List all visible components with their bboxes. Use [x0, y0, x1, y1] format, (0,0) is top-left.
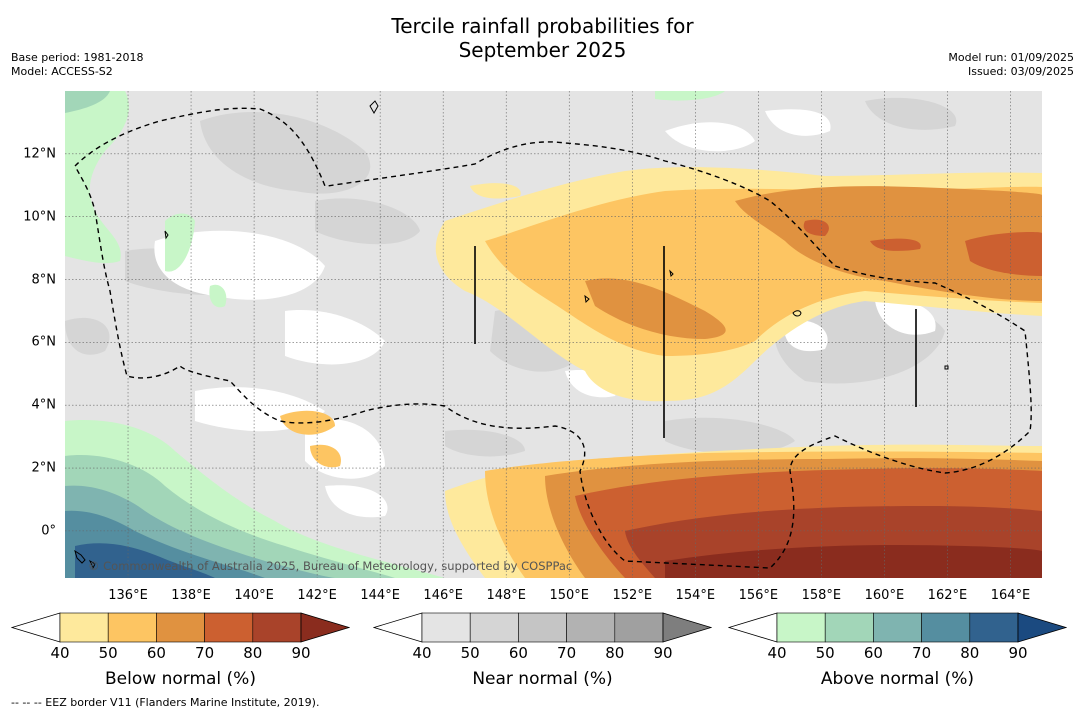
below-normal-small-patch-b: [310, 444, 341, 468]
colorbar-segment: [776, 612, 826, 643]
latitude-label: 8°N: [31, 272, 57, 288]
colorbar-label: Below normal (%): [105, 669, 256, 689]
latitude-label: 2°N: [31, 460, 57, 476]
longitude-label: 150°E: [549, 588, 590, 603]
title-line-1: Tercile rainfall probabilities for: [391, 14, 694, 38]
colorbar-segment: [921, 612, 971, 643]
above-normal-50-patch-a: [165, 213, 195, 272]
colorbar-tick-label: 40: [767, 644, 787, 662]
longitude-label: 158°E: [801, 588, 842, 603]
colorbar-tick-label: 80: [605, 644, 625, 662]
colorbar-segment: [518, 612, 567, 643]
colorbar-tick-label: 70: [912, 644, 932, 662]
below-normal-70-patch-a: [585, 278, 726, 339]
colorbar-tick-label: 70: [557, 644, 577, 662]
colorbar-0: [11, 612, 350, 643]
longitude-label: 144°E: [360, 588, 400, 603]
meta-left: Base period: 1981-2018 Model: ACCESS-S2: [11, 51, 143, 79]
colorbar-segment: [824, 612, 874, 643]
longitude-label: 140°E: [234, 588, 274, 603]
colorbar-over-triangle: [662, 612, 712, 643]
above-normal-60-northwest: [65, 91, 110, 113]
colorbar-tick-label: 70: [195, 644, 215, 662]
latitude-label: 12°N: [23, 146, 56, 162]
graticule: [65, 91, 1042, 578]
colorbar-segment: [469, 612, 519, 643]
map-canvas: [65, 91, 1042, 578]
colorbar-under-triangle: [728, 612, 778, 643]
colorbar-tick-label: 80: [243, 644, 263, 662]
colorbar-segment: [566, 612, 616, 643]
colorbar-tick-label: 90: [653, 644, 673, 662]
colorbar-segment: [59, 612, 109, 643]
above-normal-50-patch-b: [209, 284, 227, 308]
longitude-label: 148°E: [486, 588, 526, 603]
longitude-label: 162°E: [927, 588, 968, 603]
colorbar-segment: [252, 612, 302, 643]
base-period-text: Base period: 1981-2018: [11, 51, 144, 64]
colorbar-tick-label: 50: [815, 644, 835, 662]
above-normal-90-southwest: [75, 543, 215, 578]
longitude-label: 164°E: [990, 588, 1031, 603]
colorbar-tick-label: 50: [460, 644, 480, 662]
latitude-label: 10°N: [23, 209, 56, 225]
colorbar-segment: [614, 612, 664, 643]
colorbar-tick-label: 60: [146, 644, 166, 662]
meta-right: Model run: 01/09/2025 Issued: 03/09/2025: [948, 51, 1074, 79]
issued-text: Issued: 03/09/2025: [967, 65, 1074, 78]
longitude-label: 136°E: [108, 588, 148, 603]
colorbar-segment: [156, 612, 205, 643]
copyright-notice: © Commonwealth of Australia 2025, Bureau…: [88, 559, 573, 573]
no-dominant-tercile-regions: [154, 109, 936, 518]
colorbar-1: [373, 612, 712, 643]
islands: [74, 100, 949, 570]
below-normal-80-patch-d: [803, 219, 829, 236]
colorbar-tick-label: 40: [412, 644, 432, 662]
latitude-label: 0°: [41, 523, 56, 539]
below-normal-small-patch-c: [470, 183, 521, 199]
colorbar-segment: [107, 612, 157, 643]
colorbar-over-triangle: [300, 612, 350, 643]
colorbar-label: Near normal (%): [472, 669, 613, 689]
colorbar-tick-label: 80: [960, 644, 980, 662]
colorbar-tick-label: 60: [508, 644, 528, 662]
model-text: Model: ACCESS-S2: [11, 65, 113, 78]
longitude-label: 160°E: [864, 588, 905, 603]
colorbar-under-triangle: [11, 612, 61, 643]
above-normal-50-northwest: [65, 91, 129, 264]
eez-footnote: -- -- -- EEZ border V11 (Flanders Marine…: [11, 696, 320, 709]
colorbar-label: Above normal (%): [820, 669, 975, 689]
colorbar-tick-label: 60: [863, 644, 883, 662]
colorbar-segment: [969, 612, 1019, 643]
eez-borders: [74, 107, 1032, 569]
colorbar-tick-label: 50: [98, 644, 118, 662]
below-normal-80-patch-b: [965, 231, 1042, 276]
map-title: Tercile rainfall probabilities for Septe…: [0, 14, 1085, 62]
colorbar-segment: [204, 612, 254, 643]
below-normal-80-patch-c: [870, 238, 921, 251]
colorbar-tick-label: 40: [50, 644, 70, 662]
colorbar-tick-label: 90: [1008, 644, 1028, 662]
title-line-2: September 2025: [458, 38, 627, 62]
longitude-label: 152°E: [612, 588, 653, 603]
longitude-label: 142°E: [297, 588, 337, 603]
colorbar-tick-label: 90: [291, 644, 311, 662]
above-normal-50-north-edge: [655, 91, 725, 101]
latitude-label: 6°N: [31, 334, 57, 350]
longitude-label: 146°E: [423, 588, 463, 603]
model-run-text: Model run: 01/09/2025: [948, 51, 1074, 64]
latitude-label: 4°N: [31, 397, 57, 413]
colorbar-over-triangle: [1017, 612, 1067, 643]
reference-lines: [474, 246, 917, 438]
longitude-label: 156°E: [738, 588, 779, 603]
probability-map: [65, 91, 1042, 578]
colorbar-segment: [421, 612, 471, 643]
colorbar-segment: [873, 612, 922, 643]
colorbar-2: [728, 612, 1067, 643]
longitude-label: 138°E: [171, 588, 211, 603]
longitude-label: 154°E: [675, 588, 716, 603]
colorbar-under-triangle: [373, 612, 423, 643]
